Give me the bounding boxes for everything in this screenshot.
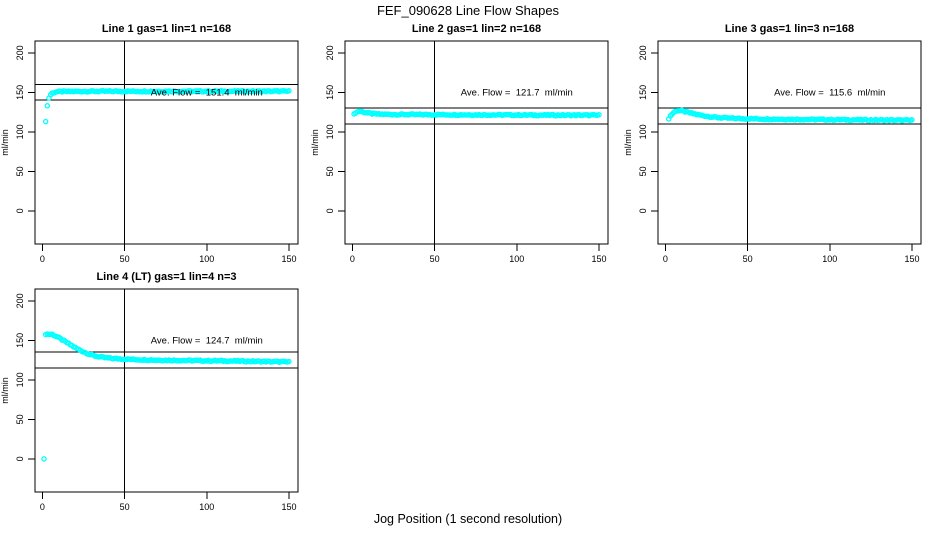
y-axis-label: ml/min <box>310 129 320 156</box>
flow-data-points <box>41 331 292 462</box>
flow-data-points <box>351 108 602 119</box>
x-tick-label: 50 <box>743 254 753 264</box>
x-tick-label: 0 <box>350 254 355 264</box>
y-tick-label: 150 <box>638 85 648 100</box>
x-tick-label: 100 <box>822 254 837 264</box>
x-tick-label: 100 <box>199 502 214 512</box>
ave-flow-annotation: Ave. Flow = 124.7 ml/min <box>151 335 263 346</box>
panel-title: Line 1 gas=1 lin=1 n=168 <box>102 23 231 35</box>
x-tick-label: 50 <box>430 254 440 264</box>
y-tick-label: 150 <box>15 85 25 100</box>
panel-line-2: Ave. Flow = 121.7 ml/min 0 50 100 150 0 50 100 1… <box>310 23 609 264</box>
x-tick-label: 0 <box>663 254 668 264</box>
plot-box <box>34 288 299 493</box>
x-tick-label: 50 <box>120 502 130 512</box>
plot-box <box>34 40 299 245</box>
y-tick-label: 0 <box>638 208 648 213</box>
y-tick-label: 50 <box>15 166 25 176</box>
panel-title: Line 2 gas=1 lin=2 n=168 <box>412 23 541 35</box>
y-tick-label: 0 <box>325 208 335 213</box>
y-axis-label: ml/min <box>0 129 10 156</box>
y-tick-label: 100 <box>638 124 648 139</box>
x-tick-label: 150 <box>591 254 606 264</box>
ave-flow-annotation: Ave. Flow = 121.7 ml/min <box>461 87 573 98</box>
x-tick-label: 150 <box>281 254 296 264</box>
x-tick-label: 0 <box>40 254 45 264</box>
y-tick-label: 0 <box>15 456 25 461</box>
y-tick-label: 200 <box>15 293 25 308</box>
x-tick-label: 100 <box>199 254 214 264</box>
y-tick-label: 200 <box>325 45 335 60</box>
x-tick-label: 150 <box>281 502 296 512</box>
y-tick-label: 50 <box>325 166 335 176</box>
flow-data-points <box>665 107 915 124</box>
panel-title: Line 4 (LT) gas=1 lin=4 n=3 <box>96 271 236 283</box>
y-tick-label: 150 <box>15 333 25 348</box>
x-tick-label: 0 <box>40 502 45 512</box>
x-tick-label: 50 <box>120 254 130 264</box>
y-tick-label: 200 <box>15 45 25 60</box>
plot-box <box>344 40 609 245</box>
plot-box <box>657 40 922 245</box>
y-tick-label: 200 <box>638 45 648 60</box>
y-axis-label: ml/min <box>0 377 10 404</box>
panel-line-4: Ave. Flow = 124.7 ml/min 0 50 100 150 0 50 100 1… <box>0 271 299 512</box>
y-tick-label: 0 <box>15 208 25 213</box>
x-axis-label: Jog Position (1 second resolution) <box>373 512 563 526</box>
y-tick-label: 100 <box>325 124 335 139</box>
x-tick-label: 150 <box>904 254 919 264</box>
y-axis-label: ml/min <box>623 129 633 156</box>
y-tick-label: 100 <box>15 124 25 139</box>
ave-flow-annotation: Ave. Flow = 151.4 ml/min <box>151 87 263 98</box>
ave-flow-annotation: Ave. Flow = 115.6 ml/min <box>774 87 885 98</box>
panel-title: Line 3 gas=1 lin=3 n=168 <box>725 23 854 35</box>
y-tick-label: 100 <box>15 372 25 387</box>
flow-data-points <box>42 87 292 125</box>
y-tick-label: 150 <box>325 85 335 100</box>
x-tick-label: 100 <box>509 254 524 264</box>
y-tick-label: 50 <box>15 414 25 424</box>
y-tick-label: 50 <box>638 166 648 176</box>
panel-line-1: Ave. Flow = 151.4 ml/min 0 50 100 150 0 50 100 1… <box>0 23 299 264</box>
panel-line-3: Ave. Flow = 115.6 ml/min 0 50 100 150 0 50 100 1… <box>623 23 922 264</box>
chart-main-title: FEF_090628 Line Flow Shapes <box>376 3 560 18</box>
